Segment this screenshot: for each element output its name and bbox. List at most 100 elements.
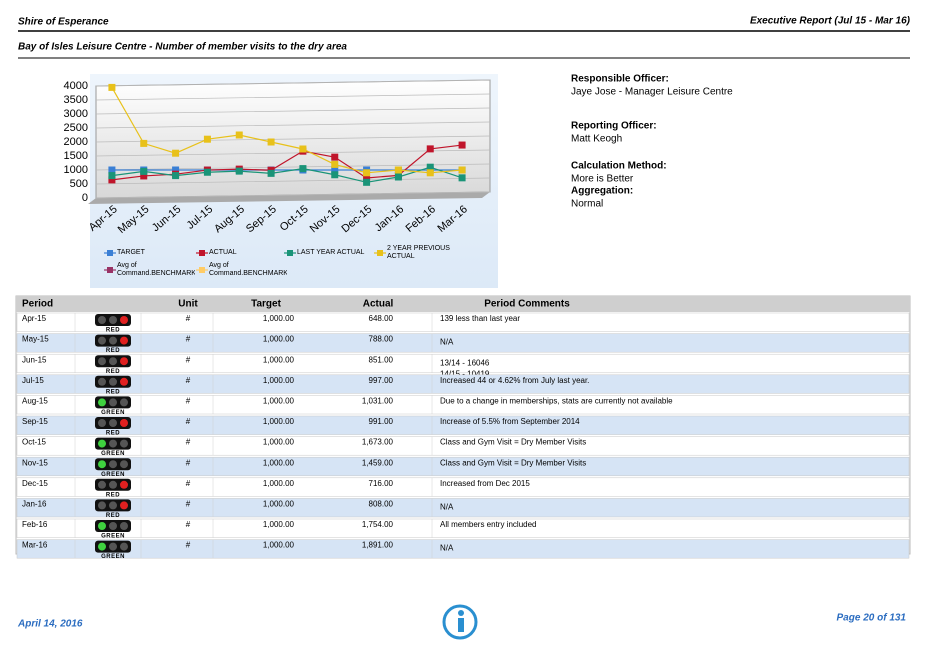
data-point (426, 145, 434, 153)
data-point (331, 153, 339, 161)
column-header: Period (22, 299, 53, 310)
target: 1,000.00 (263, 397, 295, 406)
light (98, 419, 106, 427)
data-point (172, 149, 180, 157)
comment: All members entry included (440, 520, 536, 529)
unit: # (186, 376, 191, 385)
logo (442, 604, 478, 640)
data-point (426, 169, 434, 177)
info-value: Normal (571, 199, 603, 210)
data-point (458, 141, 466, 149)
light (120, 501, 128, 510)
target: 1,000.00 (263, 335, 295, 344)
data-point (331, 166, 339, 174)
light (109, 336, 117, 345)
grid-line (95, 107, 491, 115)
info-label: Reporting Officer: (571, 121, 657, 132)
data-point (299, 145, 307, 153)
table-row (16, 374, 910, 394)
light (109, 542, 117, 551)
table-row (16, 415, 910, 435)
column-header: Unit (178, 299, 198, 310)
actual: 997.00 (369, 376, 394, 385)
info-label: Calculation Method: (571, 161, 667, 172)
data-point (394, 173, 402, 181)
table-header (16, 296, 910, 312)
period: Sep-15 (22, 417, 48, 426)
period: Nov-15 (22, 458, 48, 467)
y-tick-label: 2000 (64, 136, 88, 148)
light (98, 480, 106, 489)
comment: Class and Gym Visit = Dry Member Visits (440, 438, 586, 447)
org-name: Shire of Esperance (18, 17, 109, 28)
subtitle: Bay of Isles Leisure Centre - Number of … (18, 42, 347, 53)
light (120, 316, 128, 324)
status-label: GREEN (101, 410, 125, 416)
comment: Due to a change in memberships, stats ar… (440, 397, 673, 406)
data-point (140, 167, 148, 175)
light (120, 377, 128, 386)
grid-line (95, 135, 491, 143)
light (109, 439, 117, 448)
actual: 716.00 (369, 479, 394, 488)
actual: 1,459.00 (362, 458, 394, 467)
table-row (16, 333, 910, 353)
series-line (111, 87, 463, 174)
period: Jul-15 (22, 376, 44, 385)
period: Mar-16 (22, 541, 48, 550)
y-tick-label: 3500 (64, 94, 88, 106)
footer-date: April 14, 2016 (17, 619, 83, 630)
comment: Class and Gym Visit = Dry Member Visits (440, 458, 586, 467)
unit: # (186, 500, 191, 509)
status-label: RED (106, 513, 120, 519)
data-point (203, 168, 211, 176)
info-label: Responsible Officer: (571, 74, 669, 85)
data-point (172, 166, 180, 174)
light (120, 480, 128, 489)
info-value: Jaye Jose - Manager Leisure Centre (571, 87, 733, 98)
target: 1,000.00 (263, 479, 295, 488)
data-point (108, 166, 116, 174)
actual: 991.00 (369, 417, 394, 426)
legend-label: Avg of Command.BENCHMARK (117, 262, 195, 277)
status-label: GREEN (101, 534, 125, 540)
light (98, 377, 106, 386)
grid-line (95, 163, 491, 171)
grid-line (95, 79, 491, 87)
light (120, 357, 128, 366)
data-point (140, 172, 148, 180)
data-point (363, 174, 371, 182)
target: 1,000.00 (263, 376, 295, 385)
period: May-15 (22, 335, 49, 344)
light (98, 398, 106, 407)
status-label: GREEN (101, 554, 125, 560)
unit: # (186, 417, 191, 426)
actual: 851.00 (369, 355, 394, 364)
data-point (108, 83, 116, 91)
legend-swatch (107, 267, 113, 273)
comment: 13/14 - 16046 (440, 358, 490, 367)
target: 1,000.00 (263, 500, 295, 509)
light (120, 542, 128, 551)
light (120, 419, 128, 427)
table-row (16, 312, 910, 332)
unit: # (186, 438, 191, 447)
legend-label: ACTUAL (209, 249, 237, 256)
target: 1,000.00 (263, 314, 295, 323)
data-point (203, 135, 211, 143)
report-title: Executive Report (Jul 15 - Mar 16) (750, 16, 911, 27)
period: Aug-15 (22, 397, 48, 406)
data-point (235, 167, 243, 175)
actual: 1,891.00 (362, 541, 394, 550)
light (109, 398, 117, 407)
unit: # (186, 458, 191, 467)
data-point (267, 169, 275, 177)
comment: Increased 44 or 4.62% from July last yea… (440, 376, 589, 385)
data-point (235, 131, 243, 139)
period: Apr-15 (22, 314, 47, 323)
target: 1,000.00 (263, 417, 295, 426)
actual: 788.00 (369, 335, 394, 344)
target: 1,000.00 (263, 541, 295, 550)
light (98, 501, 106, 510)
period: Jan-16 (22, 500, 47, 509)
